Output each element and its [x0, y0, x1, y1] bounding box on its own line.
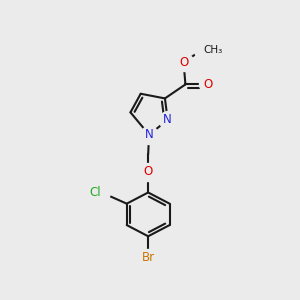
Text: CH₃: CH₃ — [203, 45, 222, 55]
Text: O: O — [203, 78, 212, 91]
Text: O: O — [179, 56, 188, 69]
Text: O: O — [143, 166, 153, 178]
Text: Cl: Cl — [89, 186, 101, 199]
Text: N: N — [163, 113, 172, 126]
Text: N: N — [145, 128, 154, 141]
Text: Br: Br — [142, 251, 155, 264]
